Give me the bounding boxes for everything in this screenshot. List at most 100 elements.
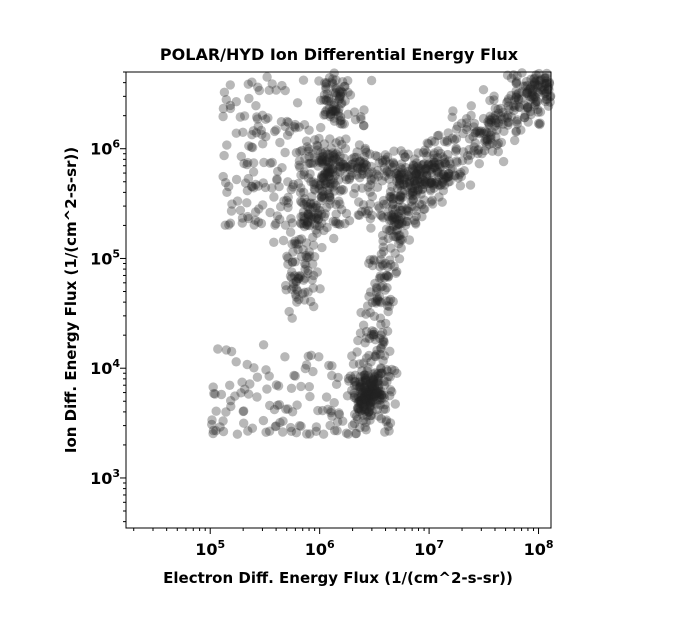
data-point xyxy=(316,173,327,183)
data-point xyxy=(387,181,397,192)
data-point xyxy=(280,85,290,96)
data-point xyxy=(504,105,514,115)
data-point xyxy=(372,388,383,398)
data-point xyxy=(474,128,485,139)
data-point xyxy=(379,337,389,347)
data-point xyxy=(362,380,372,390)
data-point xyxy=(312,203,323,213)
data-point xyxy=(532,80,542,90)
data-point xyxy=(370,150,381,161)
data-point xyxy=(404,177,414,187)
data-point xyxy=(252,372,263,382)
data-point xyxy=(335,219,345,230)
data-point xyxy=(334,162,345,172)
data-point xyxy=(481,141,492,151)
data-point xyxy=(328,106,339,116)
data-point xyxy=(303,159,313,169)
data-point xyxy=(320,209,330,219)
data-point xyxy=(420,176,430,187)
data-point xyxy=(452,157,462,167)
data-point xyxy=(319,212,329,222)
data-point xyxy=(383,272,393,282)
data-point xyxy=(425,184,436,194)
data-point xyxy=(359,394,369,404)
data-point xyxy=(301,136,312,146)
data-point xyxy=(469,146,479,156)
data-point xyxy=(377,390,387,400)
data-point xyxy=(417,160,427,170)
data-point xyxy=(439,158,450,168)
data-point xyxy=(392,232,402,242)
data-point xyxy=(331,209,341,219)
data-point xyxy=(390,248,400,258)
data-point xyxy=(410,154,420,164)
data-point xyxy=(429,153,439,163)
data-point xyxy=(331,91,342,101)
data-point xyxy=(506,73,517,83)
data-point xyxy=(509,105,519,116)
data-point xyxy=(433,180,443,190)
data-point xyxy=(439,154,449,164)
data-point xyxy=(541,73,551,83)
data-point xyxy=(374,158,384,168)
plot-frame xyxy=(125,71,552,529)
data-point xyxy=(290,371,300,381)
data-point xyxy=(517,87,527,97)
data-point xyxy=(370,296,381,307)
data-point xyxy=(323,157,334,167)
data-point xyxy=(271,218,281,229)
data-point xyxy=(380,404,391,414)
scatter-points xyxy=(207,68,556,439)
data-point xyxy=(380,258,391,269)
data-point xyxy=(444,171,454,181)
data-point xyxy=(383,271,394,281)
data-point xyxy=(329,113,339,123)
data-point xyxy=(243,157,253,168)
data-point xyxy=(419,159,429,169)
data-point xyxy=(335,157,346,167)
data-point xyxy=(389,146,399,156)
data-point xyxy=(296,219,307,229)
data-point xyxy=(277,163,287,173)
data-point xyxy=(308,149,318,159)
data-point xyxy=(380,150,391,160)
data-point xyxy=(534,80,544,90)
data-point xyxy=(336,115,346,126)
data-point xyxy=(354,396,364,407)
data-point xyxy=(290,236,300,246)
data-point xyxy=(405,190,415,200)
data-point xyxy=(541,87,552,97)
data-point xyxy=(359,121,369,131)
data-point xyxy=(310,219,320,229)
data-point xyxy=(240,178,251,188)
data-point xyxy=(442,137,452,147)
data-point xyxy=(397,205,407,216)
data-point xyxy=(322,177,332,187)
data-point xyxy=(311,213,322,223)
data-point xyxy=(541,81,551,91)
data-point xyxy=(376,249,387,259)
data-point xyxy=(433,159,443,169)
data-point xyxy=(519,113,530,123)
data-point xyxy=(361,353,372,363)
data-point xyxy=(392,267,402,277)
data-point xyxy=(364,333,375,344)
data-point xyxy=(453,121,463,131)
data-point xyxy=(330,88,341,98)
data-point xyxy=(367,390,377,400)
data-point xyxy=(304,251,315,261)
data-point xyxy=(328,74,338,84)
data-point xyxy=(326,408,336,418)
data-point xyxy=(363,206,374,216)
data-point xyxy=(361,417,371,427)
data-point xyxy=(231,357,241,367)
data-point xyxy=(498,156,509,167)
data-point xyxy=(437,176,447,187)
data-point xyxy=(258,178,268,188)
data-point xyxy=(395,230,405,241)
data-point xyxy=(341,208,352,219)
data-point xyxy=(321,95,331,105)
data-point xyxy=(297,197,307,208)
data-point xyxy=(291,284,302,294)
data-point xyxy=(355,396,365,406)
